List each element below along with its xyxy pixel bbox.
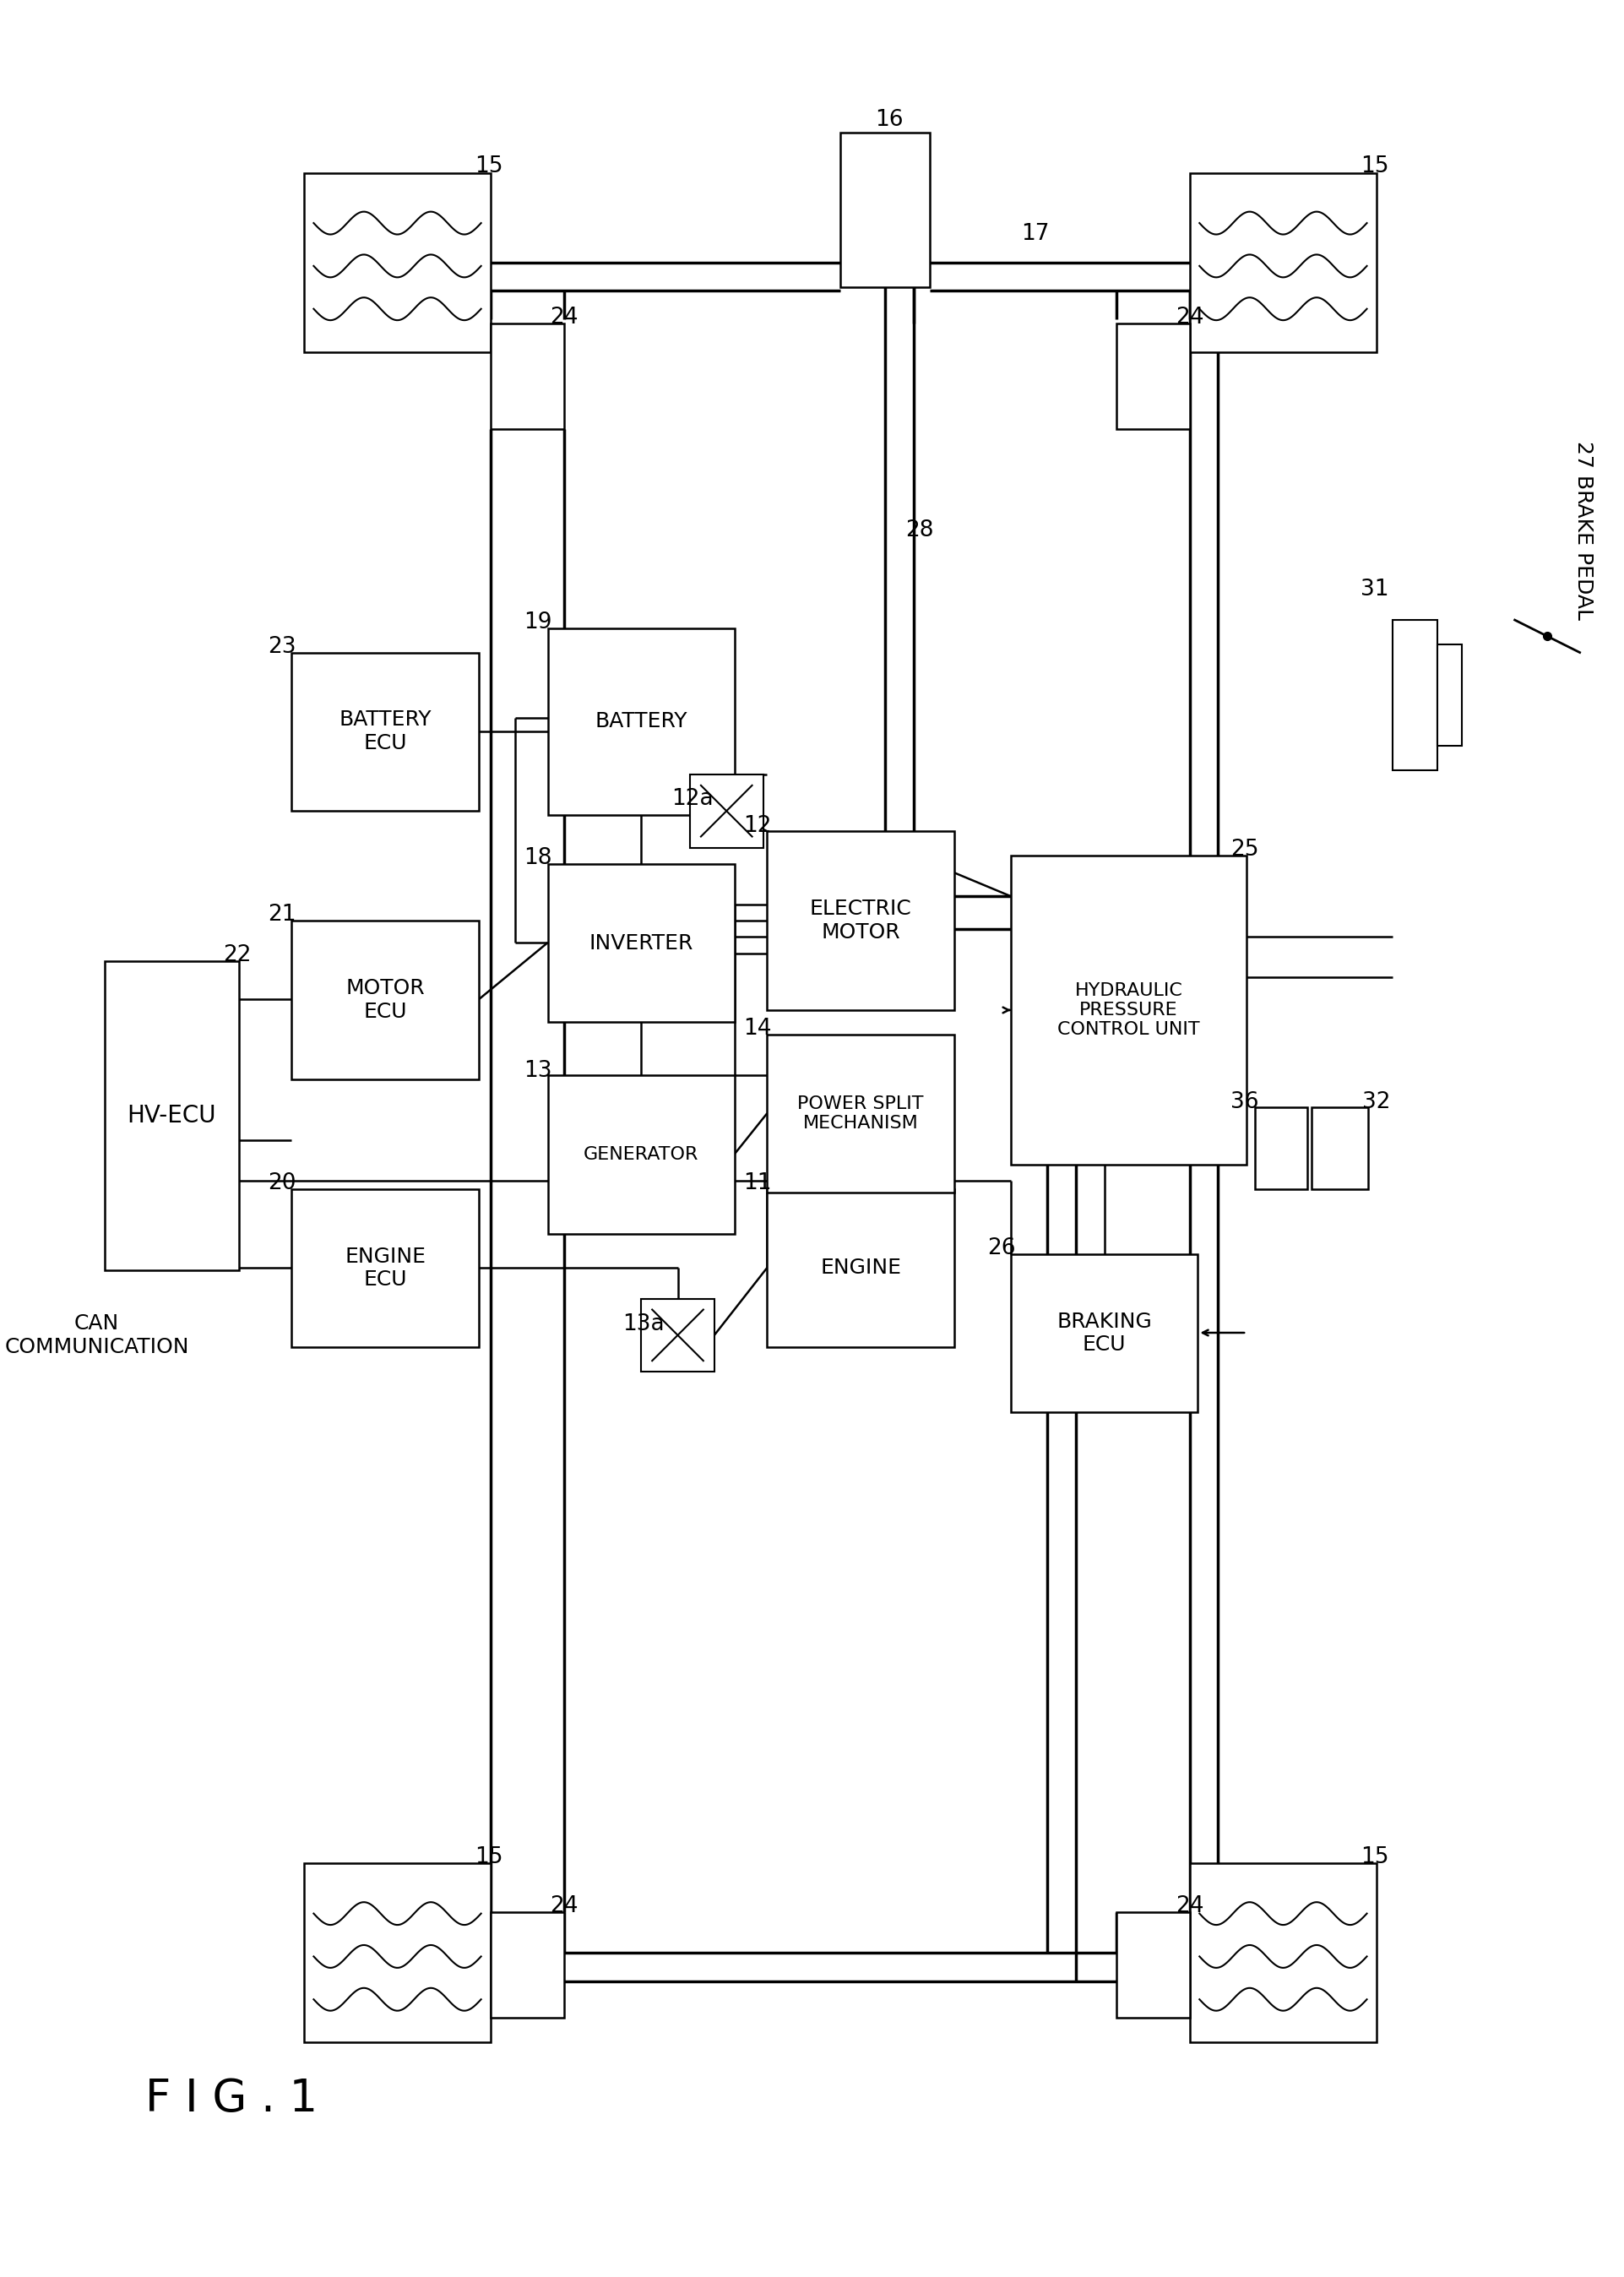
Bar [1116,323,1189,428]
Bar [641,1298,715,1371]
Text: 28: 28 [905,519,934,542]
Text: ENGINE: ENGINE [820,1257,901,1277]
Text: 15: 15 [1361,155,1389,178]
Bar [304,173,490,351]
Bar [292,653,479,811]
Text: 21: 21 [268,904,296,927]
Text: 13a: 13a [622,1314,664,1337]
Text: HV-ECU: HV-ECU [127,1104,216,1127]
Text: 31: 31 [1361,578,1389,601]
Text: 24: 24 [549,1894,578,1917]
Text: F I G . 1: F I G . 1 [146,2077,318,2122]
Bar [292,1189,479,1348]
Bar [1116,1913,1189,2017]
Text: BRAKING
ECU: BRAKING ECU [1056,1312,1151,1355]
Bar [840,132,929,287]
Text: 25: 25 [1231,838,1259,861]
Text: CAN
COMMUNICATION: CAN COMMUNICATION [5,1314,188,1357]
Bar [292,920,479,1079]
Bar [1010,856,1246,1164]
Bar [490,323,564,428]
Text: GENERATOR: GENERATOR [583,1145,698,1164]
Text: 20: 20 [268,1173,296,1193]
Text: 13: 13 [523,1061,552,1082]
Text: 11: 11 [742,1173,771,1193]
Text: 16: 16 [874,109,903,132]
Bar [106,961,239,1271]
Text: 32: 32 [1363,1091,1390,1113]
Text: 15: 15 [474,1847,503,1867]
Bar [1437,644,1462,747]
Bar [1189,1863,1376,2042]
Text: 24: 24 [1174,1894,1203,1917]
Bar [1311,1107,1367,1189]
Bar [767,831,953,1011]
Text: 12a: 12a [671,788,713,811]
Text: 24: 24 [1174,307,1203,328]
Text: 15: 15 [474,155,503,178]
Bar [547,1075,734,1234]
Text: 12: 12 [742,815,771,836]
Bar [1392,619,1437,770]
Text: 22: 22 [222,945,252,968]
Bar [547,628,734,815]
Text: 36: 36 [1231,1091,1259,1113]
Bar [767,1189,953,1348]
Text: BATTERY
ECU: BATTERY ECU [339,710,432,754]
Text: 26: 26 [986,1236,1015,1259]
Bar [767,1034,953,1193]
Bar [490,1913,564,2017]
Bar [1254,1107,1307,1189]
Text: 27 BRAKE PEDAL: 27 BRAKE PEDAL [1574,442,1593,619]
Text: 14: 14 [742,1018,771,1041]
Text: 15: 15 [1361,1847,1389,1867]
Bar [690,774,763,847]
Text: 24: 24 [549,307,578,328]
Bar [1010,1255,1197,1412]
Text: BATTERY: BATTERY [594,710,687,731]
Text: 23: 23 [268,635,296,658]
Text: INVERTER: INVERTER [590,934,693,954]
Bar [304,1863,490,2042]
Text: ELECTRIC
MOTOR: ELECTRIC MOTOR [809,899,911,943]
Text: 18: 18 [523,847,552,870]
Text: HYDRAULIC
PRESSURE
CONTROL UNIT: HYDRAULIC PRESSURE CONTROL UNIT [1057,981,1200,1038]
Text: 19: 19 [523,613,552,633]
Bar [547,863,734,1022]
Text: POWER SPLIT
MECHANISM: POWER SPLIT MECHANISM [797,1095,922,1132]
Text: MOTOR
ECU: MOTOR ECU [346,979,424,1022]
Text: 17: 17 [1020,223,1049,246]
Text: ENGINE
ECU: ENGINE ECU [344,1246,425,1291]
Bar [1189,173,1376,351]
